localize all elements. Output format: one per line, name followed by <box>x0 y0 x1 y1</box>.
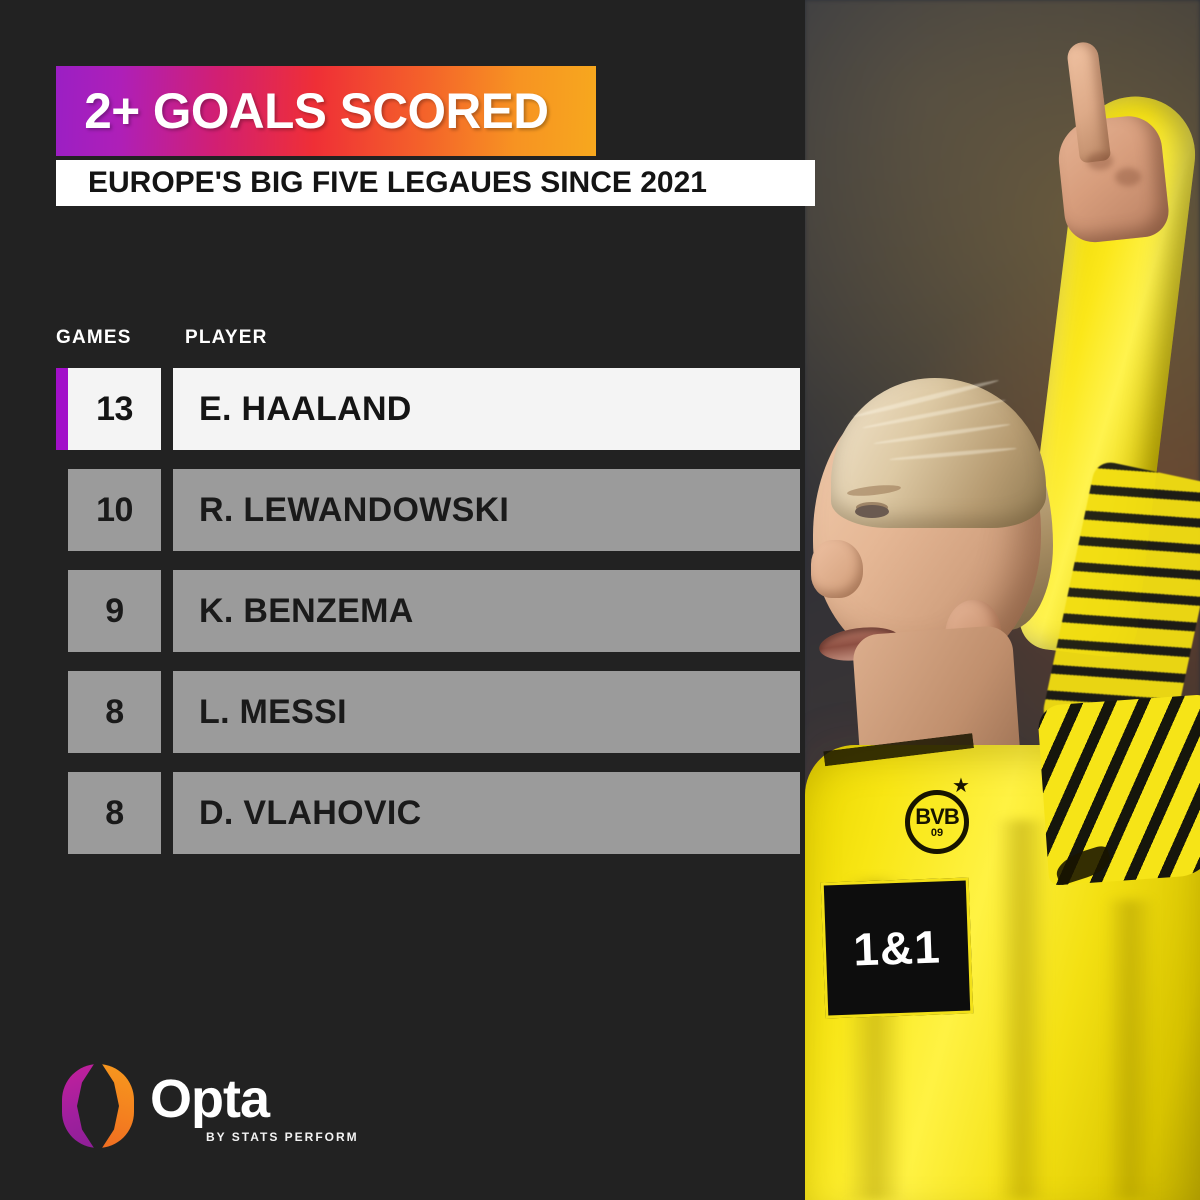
cell-gap <box>161 772 173 854</box>
row-player-name: E. HAALAND <box>173 368 800 450</box>
hand <box>1054 112 1172 246</box>
opta-mark-right-half <box>102 1064 134 1148</box>
row-accent-bar <box>56 570 68 652</box>
title-banner: 2+ GOALS SCORED <box>56 66 596 156</box>
cell-gap <box>161 570 173 652</box>
cell-gap <box>161 671 173 753</box>
player-photo: ★ BVB 09 1&1 <box>805 0 1200 1200</box>
jersey-fold-3 <box>1105 900 1155 1200</box>
ranking-table: 13 E. HAALAND 10 R. LEWANDOWSKI 9 K. BEN… <box>56 368 800 873</box>
table-header: GAMES PLAYER <box>56 327 756 353</box>
row-games-value: 8 <box>68 772 161 854</box>
opta-mark-left-half <box>62 1064 94 1148</box>
opta-tagline: BY STATS PERFORM <box>206 1130 359 1144</box>
jersey-fold-2 <box>995 820 1049 1200</box>
shoulder-stripes <box>1036 694 1200 886</box>
opta-mark-icon <box>62 1064 134 1148</box>
cell-gap <box>161 469 173 551</box>
nose <box>811 540 863 598</box>
crest-star-icon: ★ <box>952 775 970 797</box>
row-accent-bar <box>56 469 68 551</box>
row-games-value: 13 <box>68 368 161 450</box>
row-games-value: 8 <box>68 671 161 753</box>
opta-logo: Opta BY STATS PERFORM <box>62 1058 382 1164</box>
crest-year: 09 <box>930 826 944 839</box>
row-accent-bar <box>56 368 68 450</box>
row-player-name: K. BENZEMA <box>173 570 800 652</box>
opta-wordmark: Opta <box>150 1069 270 1129</box>
content-panel: 2+ GOALS SCORED EUROPE'S BIG FIVE LEGAUE… <box>56 66 815 1164</box>
subtitle-banner: EUROPE'S BIG FIVE LEGAUES SINCE 2021 <box>56 160 815 206</box>
table-row[interactable]: 8 D. VLAHOVIC <box>56 772 800 854</box>
table-row[interactable]: 13 E. HAALAND <box>56 368 800 450</box>
knuckle-2 <box>1115 168 1141 186</box>
crest-text: BVB <box>915 803 959 829</box>
page-subtitle: EUROPE'S BIG FIVE LEGAUES SINCE 2021 <box>88 166 707 199</box>
bvb-crest: BVB 09 <box>905 790 969 854</box>
table-row[interactable]: 9 K. BENZEMA <box>56 570 800 652</box>
row-accent-bar <box>56 772 68 854</box>
row-player-name: D. VLAHOVIC <box>173 772 800 854</box>
cell-gap <box>161 368 173 450</box>
table-row[interactable]: 10 R. LEWANDOWSKI <box>56 469 800 551</box>
row-games-value: 9 <box>68 570 161 652</box>
row-accent-bar <box>56 671 68 753</box>
column-header-games: GAMES <box>56 327 132 348</box>
knuckle-1 <box>1087 152 1113 170</box>
page-title: 2+ GOALS SCORED <box>84 83 549 139</box>
row-player-name: L. MESSI <box>173 671 800 753</box>
row-player-name: R. LEWANDOWSKI <box>173 469 800 551</box>
table-row[interactable]: 8 L. MESSI <box>56 671 800 753</box>
eye <box>855 505 889 518</box>
sponsor-badge: 1&1 <box>820 877 974 1019</box>
column-header-player: PLAYER <box>185 327 268 348</box>
row-games-value: 10 <box>68 469 161 551</box>
